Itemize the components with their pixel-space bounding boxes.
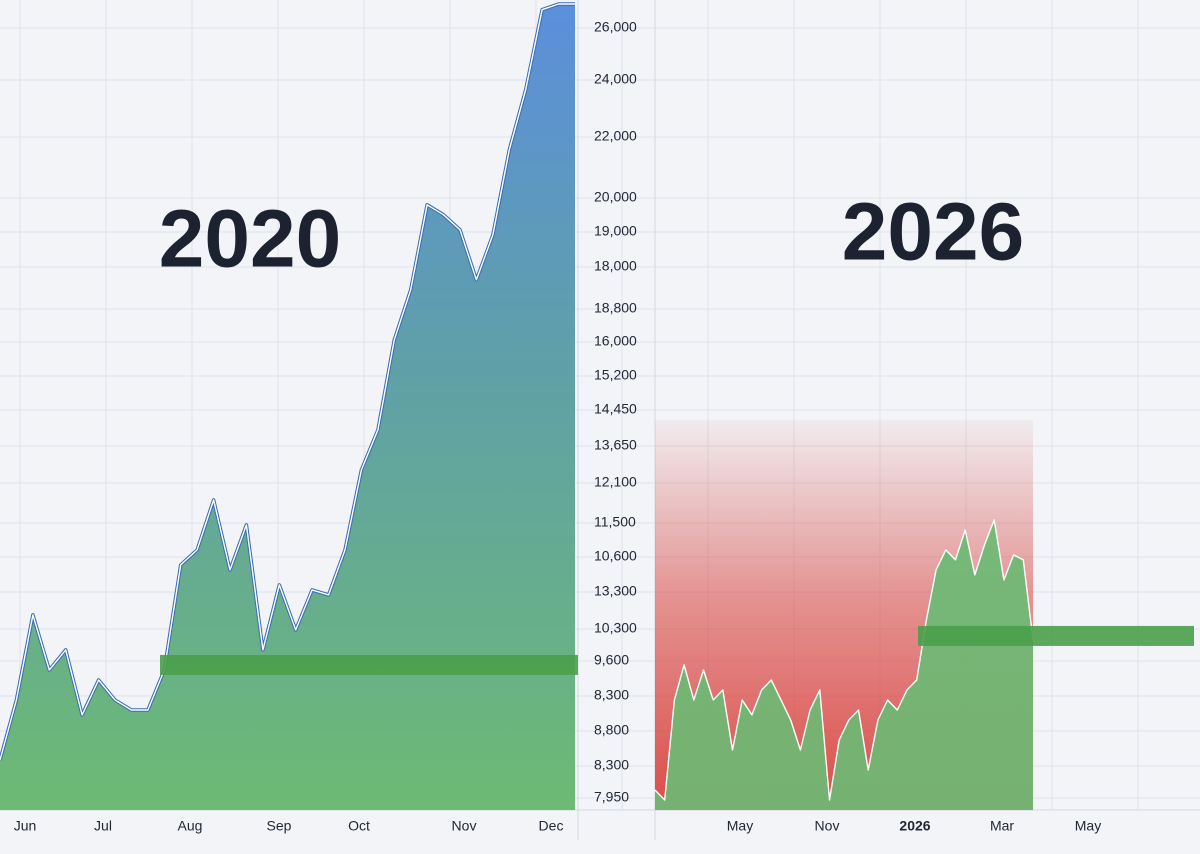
x-tick-label: May (727, 818, 753, 834)
support-level (160, 654, 578, 675)
x-tick-label: Oct (348, 818, 370, 834)
panel-title: 2020 (159, 194, 341, 285)
x-tick-label: Sep (267, 818, 292, 834)
line (654, 519, 1034, 801)
y-tick-label: 8,300 (594, 687, 629, 703)
y-tick-label: 26,000 (594, 19, 637, 35)
y-tick-label: 10,600 (594, 548, 637, 564)
y-tick-label: 13,300 (594, 583, 637, 599)
y-tick-label: 24,000 (594, 71, 637, 87)
x-tick-label: Dec (539, 818, 564, 834)
y-tick-label: 14,450 (594, 401, 637, 417)
line (0, 3, 575, 761)
x-tick-label: Nov (452, 818, 477, 834)
area-fill (655, 519, 1033, 810)
y-tick-label: 20,000 (594, 189, 637, 205)
y-tick-label: 16,000 (594, 333, 637, 349)
y-tick-label: 9,600 (594, 652, 629, 668)
support-level (918, 625, 1194, 646)
x-tick-label: May (1075, 818, 1101, 834)
y-tick-label: 15,200 (594, 367, 637, 383)
y-tick-label: 22,000 (594, 128, 637, 144)
y-tick-label: 8,800 (594, 722, 629, 738)
y-tick-label: 7,950 (594, 789, 629, 805)
y-tick-label: 10,300 (594, 620, 637, 636)
y-tick-label: 12,100 (594, 474, 637, 490)
y-tick-label: 18,000 (594, 258, 637, 274)
x-tick-label: Aug (178, 818, 203, 834)
y-tick-label: 19,000 (594, 223, 637, 239)
x-tick-label: Nov (815, 818, 840, 834)
x-tick-label: Mar (990, 818, 1014, 834)
x-tick-label: Jul (94, 818, 112, 834)
y-tick-label: 18,800 (594, 300, 637, 316)
y-tick-label: 11,500 (594, 514, 636, 530)
y-tick-label: 8,300 (594, 757, 629, 773)
x-tick-label: Jun (14, 818, 37, 834)
panel-title: 2026 (842, 187, 1024, 278)
area-fill (0, 4, 575, 810)
y-tick-label: 13,650 (594, 437, 637, 453)
x-tick-label: 2026 (899, 818, 930, 834)
